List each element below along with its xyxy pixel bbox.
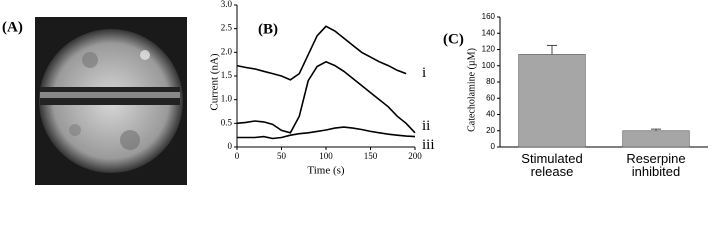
y-tick-label: 1.5: [221, 70, 233, 80]
panel-label: (A): [2, 19, 23, 35]
series-label: ii: [422, 118, 430, 134]
bar: [518, 54, 586, 148]
y-axis-label: Catecholamine (µM): [466, 48, 477, 132]
y-tick-label: 20: [486, 126, 495, 135]
y-tick-label: 100: [482, 61, 496, 70]
x-tick-label: Reserpine inhibited: [626, 151, 686, 179]
x-tick-label: 150: [364, 151, 378, 161]
photo: [35, 17, 187, 185]
y-tick-label: 140: [482, 28, 496, 37]
y-tick-label: 1.0: [221, 94, 233, 104]
x-tick-label: 0: [235, 151, 240, 161]
bar: [622, 130, 690, 148]
series-label: iii: [422, 137, 435, 153]
line: [236, 25, 407, 81]
y-axis-label: Current (nA): [209, 53, 221, 110]
panel-label: (C): [443, 31, 464, 47]
x-axis-label: Time (s): [307, 165, 345, 177]
y-tick-label: 2.5: [221, 23, 233, 33]
chart: (A) (B) (C) 0 0.5 1.0 1.5 2.0 2.5 3.0 0 50 100 150…: [2, 0, 708, 185]
y-tick-label: 60: [486, 93, 495, 102]
x-tick-label: 200: [408, 151, 422, 161]
y-tick-label: 2.0: [221, 46, 233, 56]
y-tick-label: 40: [486, 110, 495, 119]
x-tick-label: 100: [319, 151, 333, 161]
series-label: i: [422, 65, 426, 81]
line: [237, 126, 416, 140]
y-tick-label: 0: [491, 142, 496, 151]
x-tick-label: Stimulated release: [521, 151, 583, 179]
y-tick-label: 120: [482, 45, 496, 54]
y-tick-label: 0: [228, 141, 233, 151]
y-tick-label: 0.5: [221, 117, 233, 127]
y-tick-label: 3.0: [221, 0, 233, 9]
x-tick-label: 50: [277, 151, 287, 161]
y-tick-label: 80: [486, 77, 495, 86]
panel-label: (B): [258, 21, 278, 37]
line: [236, 60, 416, 134]
figure: (A) (B) (C) 0 0.5 1.0 1.5 2.0 2.5 3.0 0 50 100 150…: [2, 0, 708, 185]
y-tick-label: 160: [482, 12, 496, 21]
